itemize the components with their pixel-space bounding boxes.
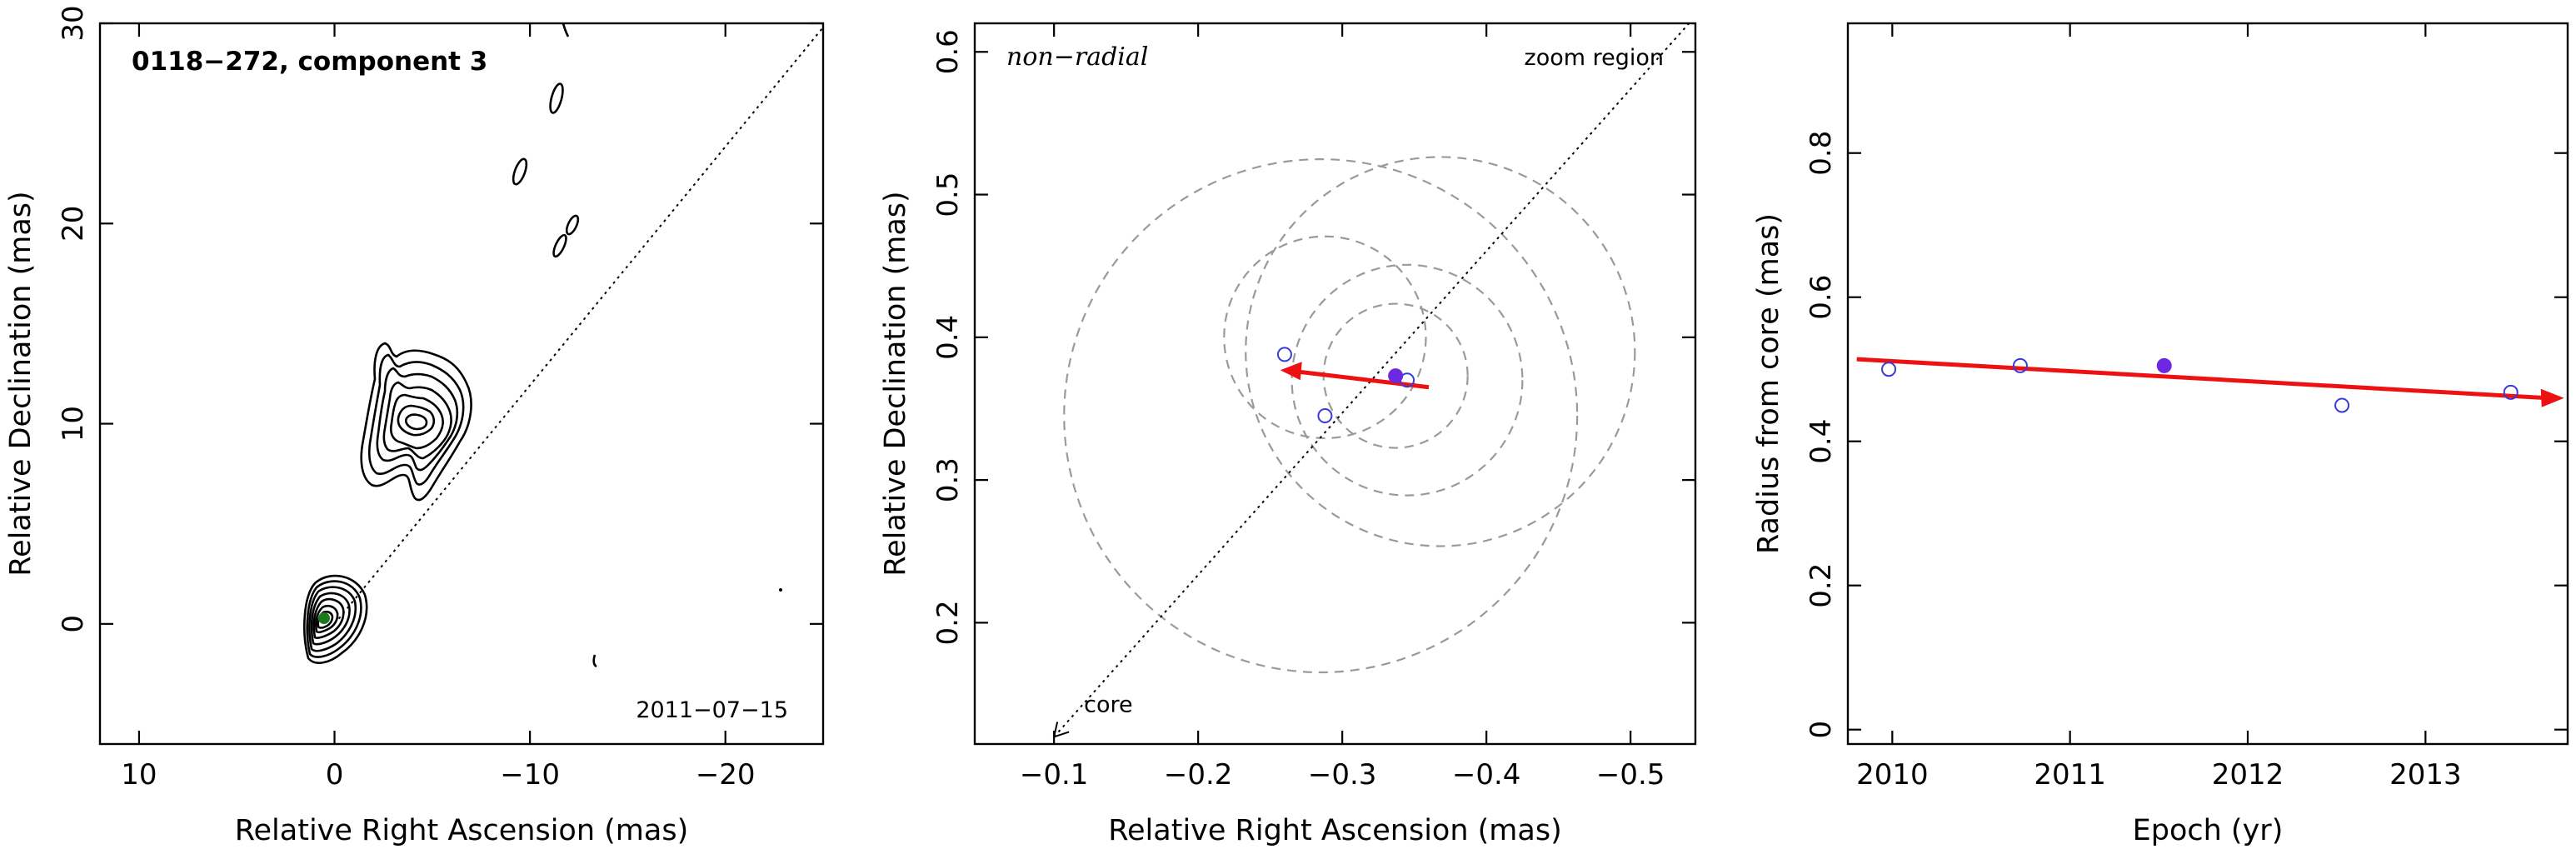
data-point-open [1276,347,1292,362]
fit-arrowhead [2540,388,2564,407]
panel-zoom-region: core −0.1 −0.2 −0.3 −0.4 −0.5 0.2 0.3 0.4 0.5 0.6 R… [879,22,1697,847]
contour-map [303,22,782,668]
data-point-open [2334,397,2350,413]
y-tick-label: 30 [57,5,90,41]
date-label: 2011−07−15 [636,697,788,723]
y-tick-label: 20 [57,206,90,242]
x-tick-label: 2012 [2212,758,2284,792]
data-point-filled [1388,368,1404,384]
x-tick-label: 0 [326,758,344,792]
x-axis-label: Relative Right Ascension (mas) [235,814,688,847]
plot-frame-2 [973,22,1697,746]
direction-line [333,27,824,625]
uncertainty-circle-5 [1063,157,1579,674]
data-point-filled [2156,357,2172,373]
core-contours [303,574,368,664]
y-tick-label: 0.2 [931,600,965,645]
data-point-open [2012,357,2028,373]
y-tick-label: 0.4 [931,315,965,360]
zoom-region-label: zoom region [1525,45,1664,71]
data-point-open [1317,408,1333,424]
y-tick-label: 0.3 [931,457,965,502]
y-tick-label: 0.4 [1805,419,1838,464]
panel-title: 0118−272, component 3 [132,47,487,77]
y-tick-label: 0.6 [1805,275,1838,320]
panel-contour-map: 10 0 −10 −20 0 10 20 30 Relative Right Ascension… [4,5,825,847]
jet-islands [512,22,782,668]
uncertainty-circle-4 [1245,156,1636,547]
direction-line [1053,23,1690,738]
y-tick-label: 0.2 [1805,563,1838,608]
data-point-open [1881,362,1897,377]
plot-frame-1 [98,22,825,746]
x-tick-label: 2010 [1856,758,1929,792]
x-tick-label: −0.5 [1596,758,1665,792]
y-axis-label: Relative Declination (mas) [879,191,912,576]
component-contours [360,342,472,502]
x-tick-label: −0.1 [1020,758,1089,792]
y-tick-label: 10 [57,406,90,442]
y-tick-label: 0.8 [1805,131,1838,176]
x-tick-label: 2011 [2034,758,2106,792]
x-tick-label: −0.2 [1164,758,1233,792]
x-axis-label: Epoch (yr) [2133,814,2284,847]
y-tick-label: 0.5 [931,172,965,217]
uncertainty-circle-2 [1223,235,1427,440]
core-arrowhead [1052,722,1070,738]
non-radial-label: non−radial [1006,42,1148,72]
x-tick-label: −20 [696,758,756,792]
y-tick-label: 0.6 [931,29,965,74]
x-tick-label: −10 [500,758,560,792]
panel2-content [1053,23,1690,738]
panel-radius-vs-epoch: 2010 2011 2012 2013 0 0.2 0.4 0.6 0.8 Epoch (yr) R… [1752,22,2569,847]
y-tick-label: 0 [1805,721,1838,739]
x-tick-label: 2013 [2389,758,2462,792]
x-tick-label: 10 [121,758,157,792]
x-tick-label: −0.3 [1308,758,1377,792]
x-axis-label: Relative Right Ascension (mas) [1108,814,1561,847]
x-tick-label: −0.4 [1452,758,1521,792]
y-tick-label: 0 [57,615,90,633]
y-axis-label: Relative Declination (mas) [4,191,37,576]
motion-arrowhead [1280,362,1302,381]
core-label: core [1084,692,1132,717]
fit-line [1856,357,2544,400]
data-point-open [2503,384,2519,400]
motion-arrow [1291,368,1430,390]
y-axis-label: Radius from core (mas) [1752,213,1785,554]
core-marker [318,612,330,624]
uncertainty-circle-3 [1290,263,1524,497]
plot-frame-3 [1846,22,2569,746]
